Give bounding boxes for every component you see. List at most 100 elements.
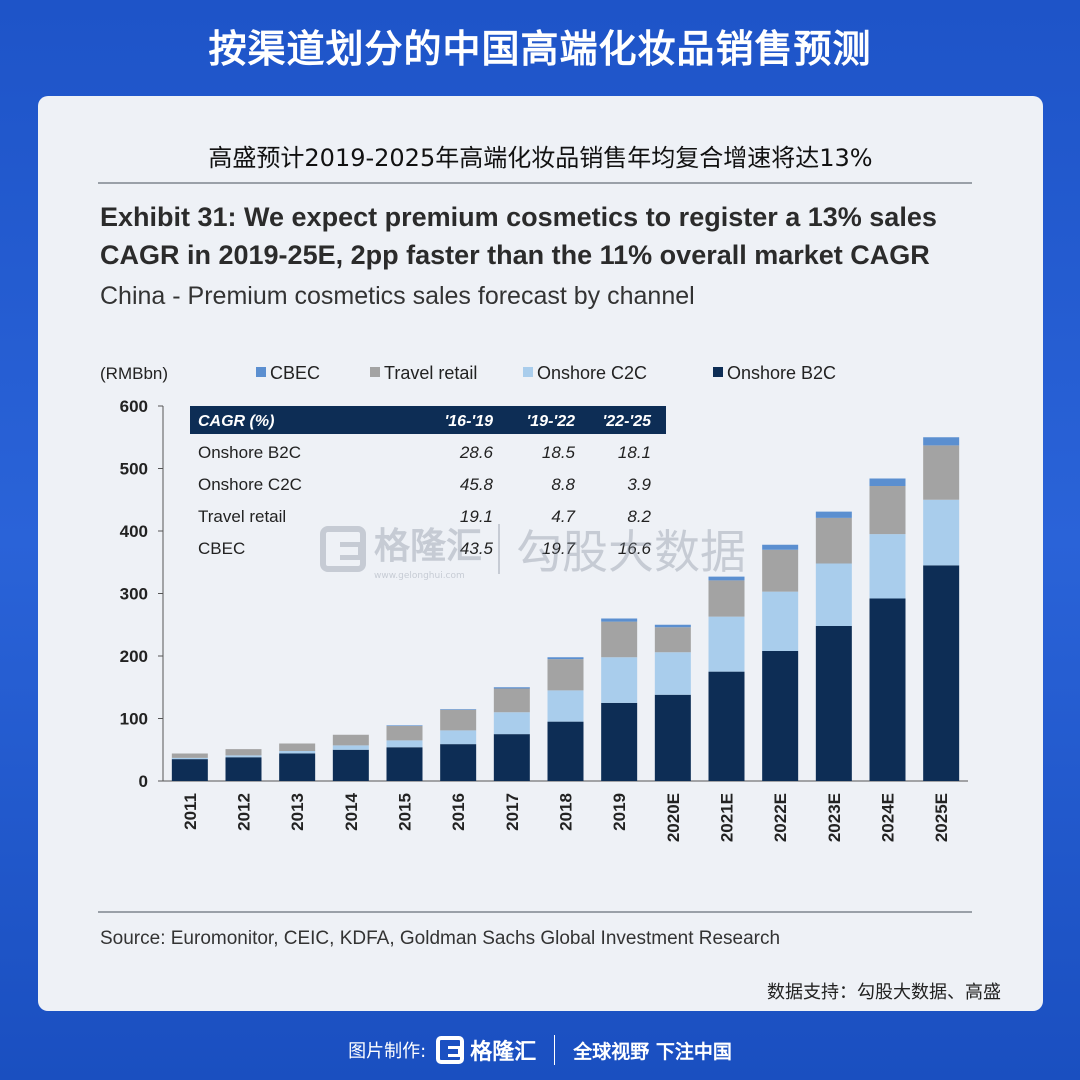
cagr-table-value: 18.1 (618, 443, 651, 462)
legend-label: Onshore C2C (537, 363, 647, 383)
footer-brand: 格隆汇 (470, 1040, 537, 1065)
footer: 图片制作: 格隆汇 全球视野 下注中国 (0, 1028, 1080, 1072)
cagr-table-row-label: Onshore B2C (198, 443, 301, 462)
bar-segment (923, 445, 960, 500)
bar-segment (601, 657, 638, 703)
legend-swatch (523, 367, 533, 377)
watermark-right: 勾股大数据 (516, 525, 747, 579)
y-tick-label: 300 (120, 585, 148, 604)
bar-segment (386, 740, 423, 748)
cagr-table-row-label: Onshore C2C (198, 475, 302, 494)
stacked-bar-chart: 0 100 200 300 400 500 600 (RMBbn) CBEC Travel ret… (100, 363, 968, 842)
chart-card: 高盛预计2019-2025年高端化妆品销售年均复合增速将达13% Exhibit… (38, 96, 1043, 1011)
data-support: 数据支持：勾股大数据、高盛 (767, 982, 1001, 1003)
watermark-divider (498, 524, 501, 574)
exhibit-title-line2: CAGR in 2019-25E, 2pp faster than the 11… (100, 240, 930, 270)
bar-segment (279, 751, 316, 754)
bar-segment (547, 690, 584, 722)
bar-segment (815, 563, 852, 626)
y-tick-label: 100 (120, 710, 148, 729)
cagr-table-value: 18.5 (542, 443, 576, 462)
bar-segment (708, 580, 745, 617)
cagr-table-value: 19.7 (542, 539, 576, 558)
cagr-table-value: 3.9 (627, 475, 651, 494)
bar-segment (493, 688, 530, 713)
chart-subtitle: 高盛预计2019-2025年高端化妆品销售年均复合增速将达13% (208, 144, 873, 172)
bar-segment (547, 659, 584, 691)
bar-segment (171, 757, 208, 760)
bar-segment (708, 616, 745, 672)
x-tick-label: 2017 (503, 793, 522, 831)
bar-segment (762, 544, 799, 550)
x-tick-label: 2019 (610, 793, 629, 831)
x-tick-label: 2013 (288, 793, 307, 831)
exhibit-title-line1: Exhibit 31: We expect premium cosmetics … (100, 202, 937, 232)
bar-segment (440, 730, 477, 745)
cagr-table-row-label: CBEC (198, 539, 245, 558)
bar-segment (386, 725, 423, 726)
bar-segment (547, 657, 584, 660)
footer-slogan: 全球视野 下注中国 (573, 1040, 732, 1063)
x-tick-label: 2018 (557, 793, 576, 831)
bar-segment (279, 753, 316, 781)
bar-segment (762, 651, 799, 781)
cagr-table-header-bg (190, 406, 666, 434)
legend-label: CBEC (270, 363, 320, 383)
bar-segment (332, 734, 369, 746)
footer-divider (554, 1035, 556, 1065)
y-tick-label: 600 (120, 397, 148, 416)
x-tick-label: 2011 (181, 793, 200, 830)
bar-segment (654, 627, 691, 653)
bar-segment (601, 621, 638, 658)
x-tick-label: 2012 (235, 793, 254, 831)
cagr-table-value: 43.5 (460, 539, 494, 558)
bar-segment (440, 709, 477, 731)
footer-label: 图片制作: (348, 1041, 427, 1062)
watermark-url: www.gelonghui.com (374, 571, 465, 581)
cagr-table-value: 45.8 (460, 475, 494, 494)
cagr-table-value: 28.6 (459, 443, 494, 462)
bar-segment (708, 576, 745, 581)
x-tick-label: 2022E (771, 793, 790, 842)
y-tick-label: 400 (120, 522, 148, 541)
exhibit-title: Exhibit 31: We expect premium cosmetics … (100, 198, 980, 274)
gelonghui-logo-icon (320, 526, 366, 572)
bar-segment (654, 624, 691, 628)
bar-segment (923, 499, 960, 566)
x-tick-label: 2015 (396, 793, 415, 831)
bar-segment (601, 618, 638, 622)
y-tick-label: 200 (120, 647, 148, 666)
legend-label: Travel retail (384, 363, 477, 383)
y-tick-label: 0 (139, 772, 148, 791)
bar-segment (171, 753, 208, 758)
cagr-table-value: 19.1 (460, 507, 493, 526)
bar-segment (279, 743, 316, 751)
legend-swatch (256, 367, 266, 377)
exhibit-subtitle: China - Premium cosmetics sales forecast… (100, 282, 695, 310)
source-note: Source: Euromonitor, CEIC, KDFA, Goldman… (100, 928, 781, 949)
cagr-table-value: 4.7 (551, 507, 575, 526)
cagr-table-value: 8.2 (627, 507, 651, 526)
bar-segment (225, 755, 262, 758)
bar-segment (601, 702, 638, 781)
bar-segment (762, 591, 799, 651)
cagr-table-header-cell: '22-'25 (602, 413, 652, 430)
watermark: 格隆汇 www.gelonghui.com 勾股大数据 (320, 516, 746, 582)
cagr-table-header-cell: '19-'22 (526, 413, 575, 430)
x-tick-label: 2016 (449, 793, 468, 831)
bar-segment (225, 749, 262, 756)
watermark-brand: 格隆汇 (374, 526, 483, 567)
bar-segment (654, 652, 691, 695)
x-tick-label: 2025E (932, 793, 951, 842)
gelonghui-logo-icon (436, 1036, 465, 1064)
bar-segment (815, 511, 852, 518)
bar-segment (762, 549, 799, 592)
bar-segment (225, 757, 262, 781)
bar-segment (332, 749, 369, 781)
x-tick-label: 2024E (879, 793, 898, 842)
x-tick-label: 2014 (342, 792, 361, 830)
bar-segment (708, 671, 745, 781)
x-tick-label: 2023E (825, 793, 844, 842)
bar-segment (493, 734, 530, 781)
cagr-table-header-cell: CAGR (%) (198, 413, 274, 430)
